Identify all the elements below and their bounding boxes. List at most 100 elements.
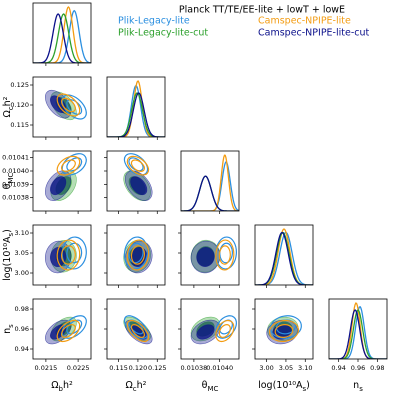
contour-68	[60, 159, 76, 172]
density-curve	[255, 231, 313, 285]
axis-label-part: c	[133, 385, 137, 393]
panel	[44, 153, 87, 201]
panel	[33, 6, 91, 63]
contour-68	[60, 324, 76, 338]
axis-label-part: θ	[202, 380, 208, 391]
contour-68	[196, 246, 215, 268]
axis-label-part: s	[7, 324, 15, 328]
axis-label: Ωbh²	[51, 380, 73, 394]
panel-frame	[180, 224, 240, 286]
panel-frame	[32, 224, 92, 286]
x-tick-label: 0.01040	[206, 364, 233, 372]
x-tick-label: 3.05	[279, 364, 293, 372]
contour-95	[56, 93, 81, 117]
axis-label: ns	[353, 380, 363, 394]
axis-label-part: log(10¹⁰A	[2, 236, 13, 281]
contour-95	[123, 315, 149, 339]
contour-95	[56, 239, 81, 271]
axis-label: log(10¹⁰As)	[2, 229, 16, 281]
axis-label: log(10¹⁰As)	[258, 380, 310, 394]
contour-68	[130, 176, 148, 196]
panel	[255, 228, 313, 285]
x-tick-label: 0.94	[331, 364, 345, 372]
axis-label-part: Ω	[126, 380, 133, 391]
panel	[123, 236, 153, 274]
panel	[329, 302, 387, 359]
contour-95	[126, 319, 150, 343]
density-curve	[255, 228, 313, 285]
y-tick-label: 0.01038	[2, 194, 29, 202]
y-tick-label: 3.00	[15, 269, 29, 277]
axis-label-part: n	[353, 380, 359, 391]
panel-frame	[106, 224, 166, 286]
contour-68	[130, 324, 145, 338]
x-tick-label: 0.125	[148, 364, 167, 372]
x-tick-label: 0.98	[370, 364, 384, 372]
axis-label-part: s	[303, 385, 307, 393]
axis-label: Ωch²	[126, 380, 147, 394]
contour-68	[274, 324, 294, 338]
axis-label: Ωch²	[2, 96, 16, 117]
axis-label-part: Ω	[2, 110, 13, 117]
contour-68	[60, 245, 76, 265]
panel	[181, 154, 239, 211]
density-curve	[33, 9, 91, 63]
x-tick-label: 0.0225	[67, 364, 90, 372]
axis-label-part: MC	[7, 173, 15, 184]
contour-95	[56, 319, 81, 343]
axis-label-part: log(10¹⁰A	[258, 380, 303, 391]
y-tick-label: 0.115	[10, 121, 29, 129]
panel	[123, 315, 153, 345]
contour-68	[130, 245, 145, 265]
axis-label: θMC	[2, 173, 16, 190]
panel-frame	[32, 2, 92, 64]
y-tick-label: 0.98	[15, 305, 29, 313]
axis-label-part: c	[7, 106, 15, 110]
contour-68	[196, 324, 215, 340]
contour-95	[56, 155, 81, 176]
x-tick-label: 0.01038	[180, 364, 207, 372]
axis-label-part: b	[58, 385, 63, 393]
contour-68	[66, 319, 83, 335]
contour-95	[61, 315, 87, 339]
density-curve	[107, 92, 165, 137]
axis-label-part: h²	[137, 380, 147, 391]
y-tick-label: 0.01041	[2, 154, 29, 162]
chart-title: Planck TT/TE/EE-lite + lowT + lowE	[179, 5, 345, 16]
contour-68	[218, 324, 231, 338]
panel-frame	[106, 150, 166, 212]
contour-68	[60, 97, 76, 113]
density-curve	[255, 231, 313, 285]
y-tick-label: 3.10	[15, 229, 29, 237]
contour-95	[126, 239, 150, 271]
density-curve	[33, 13, 91, 63]
axis-label-part: MC	[207, 385, 218, 393]
panel	[44, 89, 87, 121]
axis-label-part: θ	[2, 183, 13, 189]
contour-95	[215, 319, 235, 343]
y-tick-label: 0.01040	[2, 167, 29, 175]
axis-label-part: h²	[2, 96, 13, 106]
x-tick-label: 0.120	[129, 364, 148, 372]
density-curve	[255, 231, 313, 285]
y-tick-label: 0.120	[10, 101, 29, 109]
x-tick-label: 3.00	[259, 364, 273, 372]
panel	[44, 236, 87, 274]
x-tick-label: 0.0215	[35, 364, 58, 372]
density-curve	[329, 309, 387, 359]
axis-label-part: h²	[63, 380, 73, 391]
axis-label-part: s	[7, 232, 15, 236]
y-tick-label: 0.94	[15, 345, 29, 353]
panel-frame	[106, 76, 166, 138]
y-tick-label: 0.96	[15, 325, 29, 333]
legend-entry: Plik-Legacy-lite	[118, 16, 190, 27]
density-curve	[107, 80, 165, 137]
contour-68	[49, 176, 67, 196]
legend-entry: Camspec-NPIPE-lite	[258, 16, 351, 27]
y-tick-label: 3.05	[15, 249, 29, 257]
axis-label-part: s	[359, 385, 363, 393]
x-tick-label: 0.96	[351, 364, 365, 372]
panel-frame	[254, 224, 314, 286]
